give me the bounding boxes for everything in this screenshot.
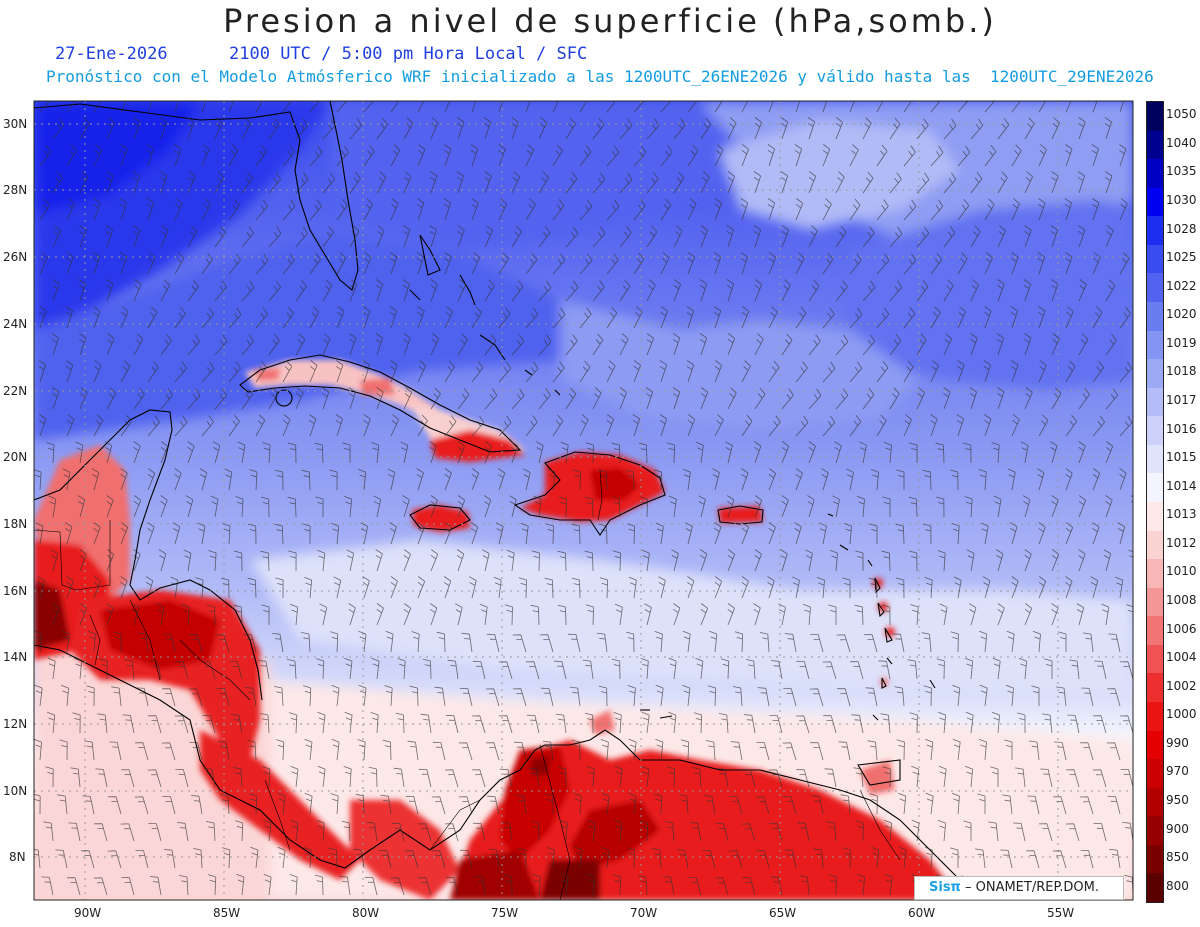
legend-swatch	[1147, 673, 1163, 703]
legend-label: 1016	[1166, 421, 1197, 436]
legend-swatch	[1147, 387, 1163, 417]
lat-label: 28N	[3, 183, 28, 197]
legend-swatch	[1147, 644, 1163, 674]
lon-label: 60W	[908, 906, 936, 920]
lat-label: 8N	[9, 850, 26, 864]
lat-label: 18N	[3, 517, 28, 531]
legend-swatch	[1147, 359, 1163, 389]
high-pressure-region	[34, 101, 1133, 440]
wind-barb-field	[34, 101, 1133, 896]
coastlines	[34, 101, 981, 900]
legend-swatch	[1147, 502, 1163, 532]
legend-label: 1000	[1166, 707, 1197, 722]
lon-label: 85W	[213, 906, 241, 920]
legend-swatch	[1147, 787, 1163, 817]
legend-swatch	[1147, 616, 1163, 646]
map-title: Presion a nivel de superficie (hPa,somb.…	[223, 2, 997, 40]
legend-label: 1017	[1166, 393, 1197, 407]
legend-label: 1002	[1166, 678, 1197, 693]
credit-box: Sisπ – ONAMET/REP.DOM.	[914, 876, 1124, 900]
legend-swatch	[1147, 873, 1163, 903]
legend-label: 1020	[1166, 307, 1197, 322]
legend-swatch	[1147, 444, 1163, 474]
legend-label: 1008	[1166, 593, 1197, 607]
lat-label: 12N	[3, 717, 28, 731]
legend-label: 1030	[1166, 193, 1197, 207]
legend-label: 900	[1166, 821, 1189, 836]
legend-label: 1018	[1166, 364, 1197, 379]
forecast-date: 27-Ene-2026	[55, 44, 168, 64]
legend-swatch	[1147, 244, 1163, 274]
legend-label: 950	[1166, 793, 1189, 807]
lat-label: 30N	[3, 117, 28, 131]
legend-swatch	[1147, 702, 1163, 732]
lat-label: 20N	[3, 450, 28, 464]
legend-label: 1022	[1166, 278, 1197, 293]
forecast-note: Pronóstico con el Modelo Atmósferico WRF…	[46, 67, 1154, 86]
pressure-legend-colorbar	[1146, 101, 1164, 903]
lat-label: 16N	[3, 584, 28, 598]
low-pressure-land	[34, 360, 960, 900]
legend-label: 1012	[1166, 535, 1197, 550]
lat-label: 14N	[3, 650, 28, 664]
legend-swatch	[1147, 330, 1163, 360]
credit-text: – ONAMET/REP.DOM.	[964, 880, 1100, 895]
legend-swatch	[1147, 473, 1163, 503]
forecast-date-time: 27-Ene-2026 2100 UTC / 5:00 pm Hora Loca…	[55, 44, 587, 64]
legend-swatch	[1147, 216, 1163, 246]
legend-swatch	[1147, 273, 1163, 303]
legend-swatch	[1147, 302, 1163, 332]
sispi-logo: Sisπ	[929, 880, 961, 895]
forecast-time: 2100 UTC / 5:00 pm Hora Local / SFC	[229, 44, 588, 64]
legend-label: 1015	[1166, 450, 1197, 465]
legend-swatch	[1147, 559, 1163, 589]
wind-barbs	[34, 101, 1133, 896]
legend-swatch	[1147, 187, 1163, 217]
legend-swatch	[1147, 159, 1163, 189]
legend-label: 1028	[1166, 221, 1197, 236]
map-frame	[33, 100, 1134, 901]
lon-label: 70W	[630, 906, 658, 920]
lat-label: 22N	[3, 384, 28, 398]
legend-swatch	[1147, 730, 1163, 760]
lat-label: 24N	[3, 317, 28, 331]
lat-label: 26N	[3, 250, 28, 264]
legend-label: 800	[1166, 878, 1189, 893]
legend-swatch	[1147, 130, 1163, 160]
legend-label: 1014	[1166, 478, 1197, 493]
legend-label: 1013	[1166, 507, 1197, 522]
legend-swatch	[1147, 416, 1163, 446]
legend-label: 1050	[1166, 107, 1197, 122]
legend-swatch	[1147, 530, 1163, 560]
legend-swatch	[1147, 816, 1163, 846]
legend-label: 1035	[1166, 164, 1197, 179]
legend-label: 1019	[1166, 335, 1197, 350]
legend-swatch	[1147, 587, 1163, 617]
legend-label: 990	[1166, 735, 1189, 750]
legend-label: 1006	[1166, 621, 1197, 636]
legend-label: 1004	[1166, 650, 1197, 665]
legend-label: 970	[1166, 764, 1189, 779]
legend-label: 1010	[1166, 564, 1197, 579]
lon-label: 80W	[352, 906, 380, 920]
legend-label: 1025	[1166, 250, 1197, 265]
lon-label: 55W	[1047, 906, 1075, 920]
lat-label: 10N	[3, 784, 28, 798]
legend-label: 850	[1166, 850, 1189, 865]
legend-swatch	[1147, 844, 1163, 874]
political-borders	[34, 469, 901, 900]
lon-label: 65W	[769, 906, 797, 920]
legend-swatch	[1147, 102, 1163, 132]
graticule	[34, 101, 1133, 900]
legend-swatch	[1147, 759, 1163, 789]
legend-label: 1040	[1166, 135, 1197, 150]
lon-label: 75W	[491, 906, 519, 920]
lon-label: 90W	[74, 906, 102, 920]
